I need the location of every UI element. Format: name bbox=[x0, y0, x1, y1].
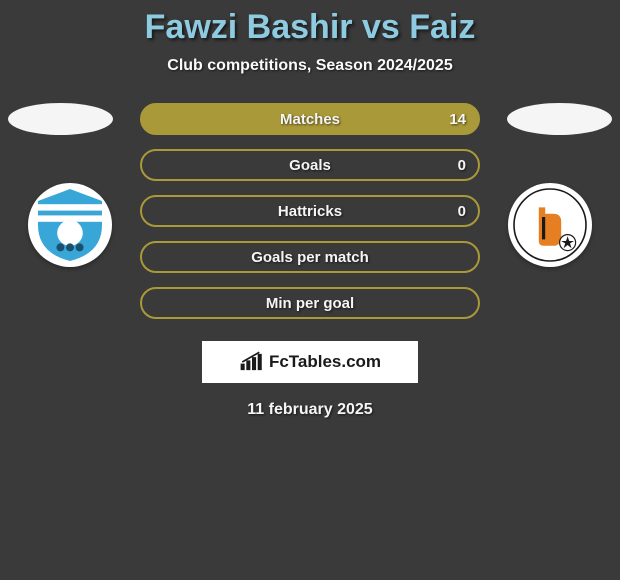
player-badge-right bbox=[507, 103, 612, 135]
stat-bar: Hattricks 0 bbox=[140, 195, 480, 227]
shield-icon bbox=[30, 185, 110, 265]
page-title: Fawzi Bashir vs Faiz bbox=[0, 8, 620, 47]
stat-bar: Min per goal bbox=[140, 287, 480, 319]
chart-icon bbox=[239, 351, 265, 373]
stat-value-right: 0 bbox=[458, 203, 466, 220]
stats-list: Matches 14 Goals 0 Hattricks 0 Goals per match… bbox=[140, 103, 480, 319]
stat-label: Min per goal bbox=[266, 295, 354, 312]
stat-label: Matches bbox=[280, 111, 340, 128]
player-badge-left bbox=[8, 103, 113, 135]
page-subtitle: Club competitions, Season 2024/2025 bbox=[0, 57, 620, 75]
stat-label: Goals bbox=[289, 157, 331, 174]
date-line: 11 february 2025 bbox=[0, 401, 620, 419]
stat-bar: Matches 14 bbox=[140, 103, 480, 135]
club-logo-left bbox=[28, 183, 112, 267]
stat-value-right: 0 bbox=[458, 157, 466, 174]
club-logo-right bbox=[508, 183, 592, 267]
stat-label: Goals per match bbox=[251, 249, 369, 266]
brand-text: FcTables.com bbox=[269, 352, 381, 372]
stat-value-right: 14 bbox=[449, 111, 466, 128]
stat-bar: Goals 0 bbox=[140, 149, 480, 181]
brand-box[interactable]: FcTables.com bbox=[202, 341, 418, 383]
stat-bar: Goals per match bbox=[140, 241, 480, 273]
content-area: Matches 14 Goals 0 Hattricks 0 Goals per match… bbox=[0, 103, 620, 419]
stat-label: Hattricks bbox=[278, 203, 342, 220]
shield-icon bbox=[510, 185, 590, 265]
